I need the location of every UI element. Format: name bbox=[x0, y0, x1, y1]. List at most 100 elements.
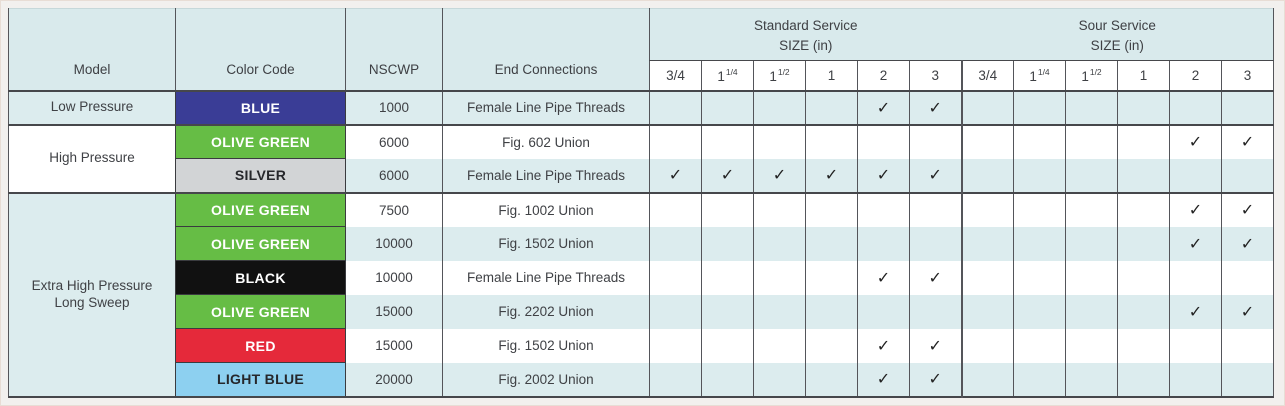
color-code-cell: BLUE bbox=[175, 90, 346, 125]
sour-check-cell bbox=[1013, 191, 1066, 227]
sour-check-cell bbox=[1013, 123, 1066, 159]
standard-check-cell bbox=[753, 90, 806, 125]
sour-check-cell bbox=[960, 328, 1014, 363]
sour-check-cell bbox=[1117, 294, 1170, 329]
size-base: 1 bbox=[1139, 67, 1148, 83]
table-row: Extra High Pressure Long Sweep OLIVE GREE… bbox=[8, 191, 1274, 397]
sour-check-cell bbox=[1169, 328, 1222, 363]
sour-size-header-3: 3 bbox=[1221, 60, 1274, 92]
sour-check-cell bbox=[960, 362, 1014, 397]
model-label: Low Pressure bbox=[50, 99, 134, 115]
sour-check-cell bbox=[1013, 260, 1066, 295]
table-row: LIGHT BLUE 20000 Fig. 2002 Union ✓ ✓ bbox=[9, 362, 1274, 397]
standard-check-cell bbox=[753, 226, 806, 261]
color-code-header: Color Code bbox=[175, 8, 346, 92]
color-code-cell: SILVER bbox=[175, 158, 346, 193]
standard-size-header-1: 1 bbox=[805, 60, 858, 92]
size-base: 1 bbox=[827, 67, 836, 83]
sour-check-cell bbox=[1013, 158, 1066, 193]
standard-check-mark-cell: ✓ bbox=[909, 328, 962, 363]
standard-check-cell bbox=[701, 191, 754, 227]
color-code-cell: BLACK bbox=[175, 260, 346, 295]
end-connections-header: End Connections bbox=[442, 8, 650, 92]
sour-check-cell bbox=[960, 226, 1014, 261]
sour-check-cell bbox=[1013, 294, 1066, 329]
table-row: SILVER 6000 Female Line Pipe Threads ✓ ✓ ✓ ✓ ✓ ✓ bbox=[9, 158, 1274, 193]
standard-check-cell bbox=[805, 260, 858, 295]
sour-check-cell bbox=[1117, 191, 1170, 227]
standard-size-header-2: 2 bbox=[857, 60, 910, 92]
standard-check-cell bbox=[909, 191, 962, 227]
nscwp-cell: 15000 bbox=[345, 328, 443, 363]
sour-check-cell bbox=[960, 158, 1014, 193]
standard-check-cell bbox=[649, 226, 702, 261]
table-row: Low Pressure BLUE 1000 Female Line Pipe Thr… bbox=[8, 90, 1274, 125]
sour-check-cell bbox=[1013, 226, 1066, 261]
end-connections-cell: Female Line Pipe Threads bbox=[442, 90, 650, 125]
sour-size-header-2: 2 bbox=[1169, 60, 1222, 92]
size-base: 3/4 bbox=[978, 67, 998, 83]
sour-check-cell bbox=[1117, 123, 1170, 159]
sour-check-mark-cell: ✓ bbox=[1169, 294, 1222, 329]
sour-service-header: Sour Service SIZE (in) bbox=[961, 8, 1274, 61]
sour-check-mark-cell: ✓ bbox=[1221, 294, 1274, 329]
size-base: 1 bbox=[769, 68, 777, 84]
standard-service-label: Standard Service bbox=[753, 17, 858, 33]
sour-check-cell bbox=[1065, 191, 1118, 227]
sour-check-cell bbox=[1065, 226, 1118, 261]
sour-check-cell bbox=[1013, 362, 1066, 397]
size-base: 3 bbox=[931, 67, 939, 83]
size-base: 3/4 bbox=[666, 67, 685, 83]
nscwp-cell: 15000 bbox=[345, 294, 443, 329]
standard-check-cell bbox=[805, 90, 858, 125]
nscwp-cell: 1000 bbox=[345, 90, 443, 125]
standard-check-cell bbox=[753, 123, 806, 159]
standard-check-cell bbox=[649, 191, 702, 227]
standard-check-mark-cell: ✓ bbox=[857, 260, 910, 295]
end-connections-cell: Female Line Pipe Threads bbox=[442, 260, 650, 295]
nscwp-cell: 10000 bbox=[345, 226, 443, 261]
sour-check-mark-cell: ✓ bbox=[1221, 123, 1274, 159]
standard-check-cell bbox=[805, 123, 858, 159]
standard-check-cell bbox=[649, 260, 702, 295]
nscwp-cell: 20000 bbox=[345, 362, 443, 397]
sour-check-cell bbox=[1013, 328, 1066, 363]
standard-check-cell bbox=[701, 328, 754, 363]
nscwp-cell: 6000 bbox=[345, 123, 443, 159]
size-base: 3 bbox=[1243, 67, 1252, 83]
size-base: 1 bbox=[1029, 68, 1037, 84]
standard-check-cell bbox=[753, 260, 806, 295]
sour-check-cell bbox=[960, 294, 1014, 329]
color-code-cell: OLIVE GREEN bbox=[175, 191, 346, 227]
color-code-cell: OLIVE GREEN bbox=[175, 226, 346, 261]
standard-check-cell bbox=[857, 226, 910, 261]
table-row: OLIVE GREEN 15000 Fig. 2202 Union ✓ ✓ bbox=[9, 294, 1274, 329]
model-label: Extra High Pressure Long Sweep bbox=[31, 277, 153, 310]
standard-check-cell bbox=[753, 328, 806, 363]
sour-check-mark-cell: ✓ bbox=[1221, 191, 1274, 227]
nscwp-header: NSCWP bbox=[345, 8, 443, 92]
standard-check-mark-cell: ✓ bbox=[857, 158, 910, 193]
standard-check-mark-cell: ✓ bbox=[753, 158, 806, 193]
standard-size-label: SIZE (in) bbox=[779, 37, 833, 53]
size-superscript: 1/4 bbox=[1037, 66, 1050, 77]
sour-check-cell bbox=[1117, 158, 1170, 193]
model-cell: Extra High Pressure Long Sweep bbox=[8, 191, 176, 397]
standard-check-cell bbox=[753, 191, 806, 227]
color-code-cell: OLIVE GREEN bbox=[175, 294, 346, 329]
color-code-cell: LIGHT BLUE bbox=[175, 362, 346, 397]
sour-check-cell bbox=[960, 90, 1014, 125]
size-superscript: 1/4 bbox=[725, 66, 738, 77]
standard-check-cell bbox=[649, 294, 702, 329]
color-code-cell: RED bbox=[175, 328, 346, 363]
sour-check-mark-cell: ✓ bbox=[1169, 123, 1222, 159]
sour-check-cell bbox=[1117, 260, 1170, 295]
sour-size-header-1: 1 bbox=[1117, 60, 1170, 92]
end-connections-cell: Fig. 602 Union bbox=[442, 123, 650, 159]
standard-check-cell bbox=[909, 226, 962, 261]
model-header: Model bbox=[8, 8, 176, 92]
sour-size-header-1-1_4: 11/4 bbox=[1013, 60, 1066, 92]
model-cell: Low Pressure bbox=[8, 90, 176, 125]
sour-check-cell bbox=[1169, 362, 1222, 397]
standard-check-cell bbox=[701, 226, 754, 261]
